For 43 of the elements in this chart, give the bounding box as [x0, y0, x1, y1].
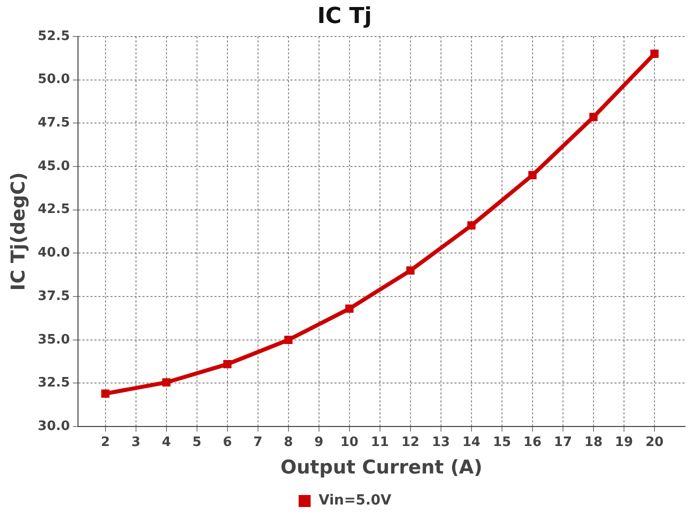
point: [467, 221, 476, 230]
x-tick-label: 10: [340, 434, 358, 450]
x-tick-label: 18: [584, 434, 603, 450]
y-tick-label: 32.5: [38, 376, 70, 391]
point: [345, 304, 354, 313]
y-tick-label: 37.5: [38, 288, 70, 304]
point: [528, 171, 537, 180]
x-tick-label: 2: [100, 434, 110, 450]
point: [650, 50, 659, 58]
x-tick-label: 11: [370, 434, 389, 450]
x-tick-label: 9: [314, 434, 324, 450]
x-tick-label: 7: [253, 434, 262, 450]
x-tick-label: 5: [192, 434, 202, 450]
y-axis-title: IC Tj(degC): [7, 172, 30, 291]
y-tick-label: 50.0: [38, 72, 70, 88]
x-tick-label: 12: [401, 434, 420, 450]
x-tick-label: 3: [131, 434, 140, 450]
point: [406, 266, 415, 275]
x-tick-label: 17: [554, 434, 572, 450]
x-tick-label: 19: [614, 434, 634, 450]
y-tick-label: 52.5: [38, 28, 70, 44]
y-tick-label: 45.0: [38, 158, 70, 174]
legend-label: Vin=5.0V: [318, 492, 392, 509]
point: [284, 336, 293, 344]
x-axis-title: Output Current (A): [280, 456, 482, 479]
y-tick-label: 35.0: [38, 332, 70, 348]
point: [101, 390, 110, 398]
y-tick-label: 47.5: [38, 115, 70, 130]
x-tick-label: 16: [523, 434, 542, 450]
point: [162, 378, 170, 386]
y-tick-label: 30.0: [38, 418, 70, 434]
x-tick-label: 13: [432, 434, 450, 450]
point: [223, 360, 232, 368]
x-tick-label: 4: [162, 434, 171, 450]
y-tick-label: 42.5: [38, 202, 70, 218]
point: [589, 112, 598, 122]
chart-title: IC Tj: [317, 4, 372, 29]
x-tick-label: 14: [462, 434, 480, 450]
x-tick-label: 6: [222, 434, 232, 450]
x-tick-label: 20: [645, 434, 664, 450]
x-tick-label: 8: [284, 434, 293, 450]
x-tick-label: 15: [492, 434, 511, 450]
y-tick-label: 40.0: [38, 246, 70, 261]
